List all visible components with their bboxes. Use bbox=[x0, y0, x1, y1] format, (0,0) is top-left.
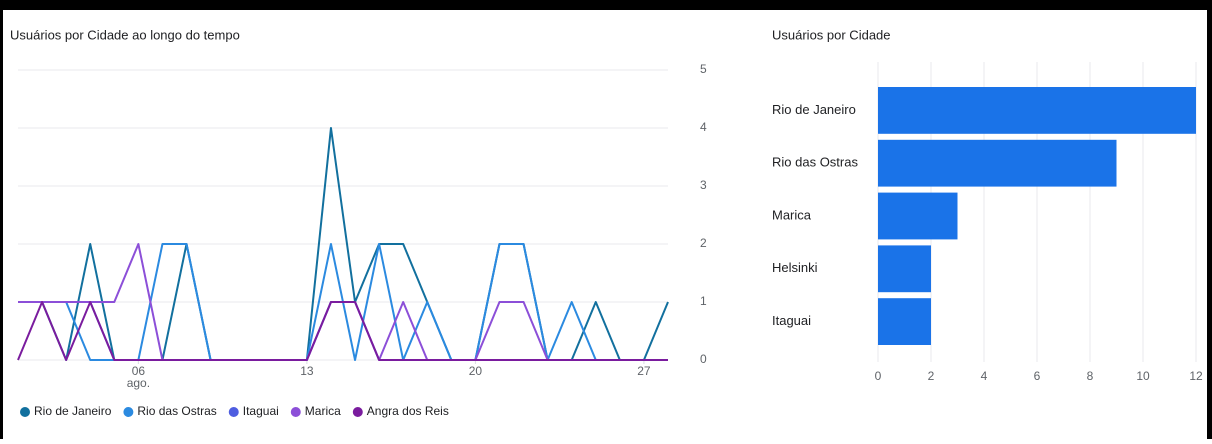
x-tick-sublabel: ago. bbox=[127, 376, 150, 390]
legend-swatch bbox=[352, 407, 363, 417]
border-left bbox=[0, 0, 3, 439]
x-tick-label: 8 bbox=[1087, 369, 1094, 383]
category-label: Helsinki bbox=[772, 260, 818, 275]
y-tick-label: 2 bbox=[700, 236, 707, 250]
bar bbox=[878, 192, 958, 240]
x-tick-label: 0 bbox=[875, 369, 882, 383]
x-tick-label: 6 bbox=[1034, 369, 1041, 383]
x-tick-label: 06 bbox=[132, 364, 146, 378]
legend-swatch bbox=[123, 407, 134, 417]
legend-swatch bbox=[228, 407, 239, 417]
legend-swatch bbox=[20, 407, 30, 417]
bar bbox=[878, 87, 1196, 134]
y-tick-label: 0 bbox=[700, 352, 707, 366]
y-tick-label: 3 bbox=[700, 178, 707, 192]
x-tick-label: 12 bbox=[1189, 369, 1203, 383]
legend-label: Rio de Janeiro bbox=[34, 404, 112, 418]
x-tick-label: 20 bbox=[469, 364, 483, 378]
x-tick-label: 10 bbox=[1136, 369, 1150, 383]
bar bbox=[878, 245, 931, 293]
x-tick-label: 4 bbox=[981, 369, 988, 383]
category-label: Marica bbox=[772, 207, 812, 222]
legend-label: Angra dos Reis bbox=[367, 404, 449, 418]
legend-swatch bbox=[290, 407, 301, 417]
legend-label: Rio das Ostras bbox=[137, 404, 216, 418]
legend-label: Itaguai bbox=[243, 404, 279, 418]
border-top bbox=[0, 0, 1212, 10]
category-label: Itaguai bbox=[772, 313, 811, 328]
category-label: Rio das Ostras bbox=[772, 155, 858, 170]
x-tick-label: 13 bbox=[300, 364, 314, 378]
x-tick-label: 27 bbox=[637, 364, 651, 378]
bar bbox=[878, 139, 1117, 187]
category-label: Rio de Janeiro bbox=[772, 102, 856, 117]
y-tick-label: 5 bbox=[700, 62, 707, 76]
y-tick-label: 1 bbox=[700, 294, 707, 308]
legend-label: Marica bbox=[305, 404, 341, 418]
series-line bbox=[17, 301, 668, 361]
border-right bbox=[1207, 0, 1212, 439]
bar bbox=[878, 298, 931, 345]
y-tick-label: 4 bbox=[700, 120, 707, 134]
chart-title: Usuários por Cidade bbox=[772, 27, 891, 42]
chart-title: Usuários por Cidade ao longo do tempo bbox=[10, 27, 240, 42]
x-tick-label: 2 bbox=[928, 369, 935, 383]
